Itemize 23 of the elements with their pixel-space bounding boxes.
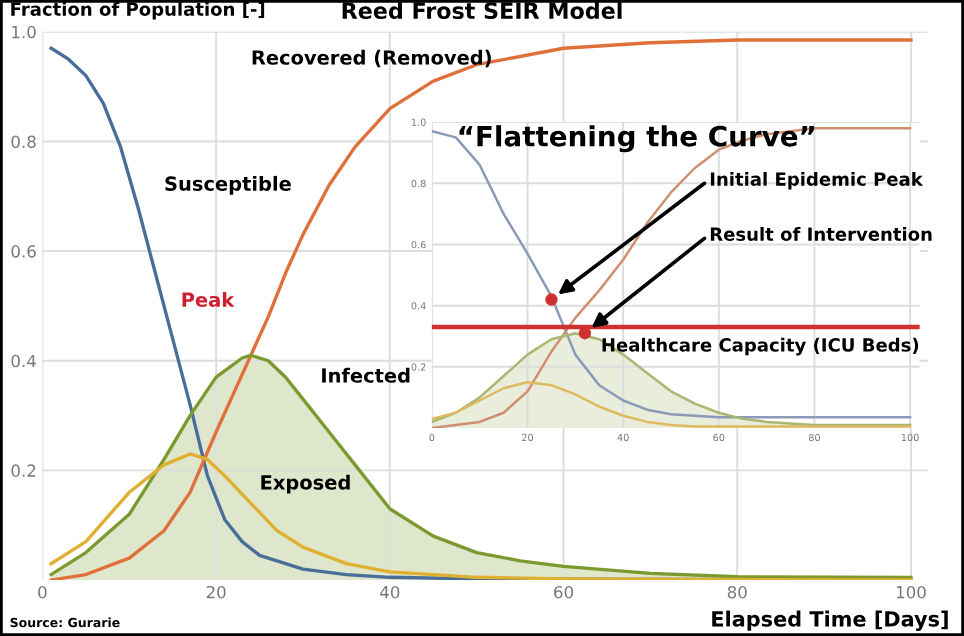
annotation: Initial Epidemic Peak [710, 171, 924, 190]
y-tick-label: 0.4 [11, 354, 36, 368]
y-tick-label: 0.6 [11, 245, 36, 258]
x-tick-label: 80 [727, 585, 747, 599]
y-axis-title: Fraction of Population [-] [11, 1, 265, 20]
x-tick-label: 100 [896, 585, 926, 599]
annotation: Peak [182, 291, 235, 308]
annotation: Result of Intervention [710, 227, 932, 241]
series-label: Infected [322, 367, 410, 383]
series-label: Susceptible [165, 175, 291, 195]
series-label: Recovered (Removed) [252, 49, 491, 68]
line-series [431, 380, 912, 428]
x-tick-label: 40 [380, 585, 400, 599]
x-tick-label: 60 [554, 585, 574, 599]
series-label: Exposed [261, 474, 350, 494]
line-series [49, 452, 913, 581]
chart-title: Reed Frost SEIR Model [342, 1, 622, 20]
x-tick-label: 20 [206, 585, 226, 599]
y-tick-label: 0.8 [11, 135, 36, 149]
y-tick-label: 0.2 [11, 464, 36, 477]
x-tick-label: 0 [38, 585, 47, 599]
y-tick-label: 1.0 [12, 25, 36, 39]
x-axis-title: Elapsed Time [Days] [712, 610, 948, 631]
